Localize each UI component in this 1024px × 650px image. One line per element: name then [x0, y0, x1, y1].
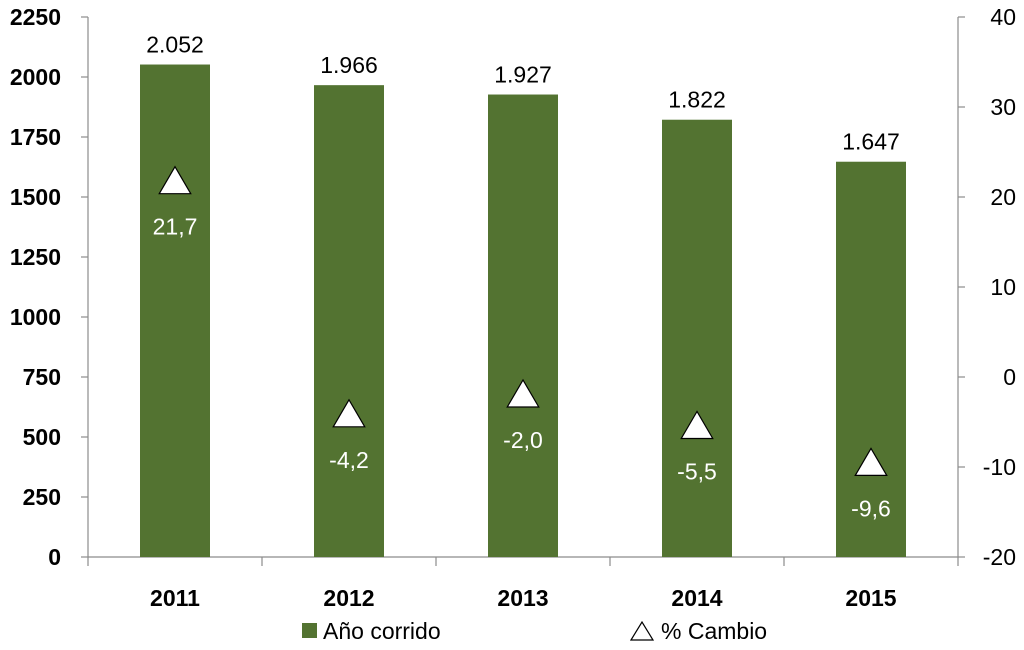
bar-2011 [140, 64, 210, 558]
change-marker-2012 [332, 398, 366, 428]
right-axis-tick-label: 30 [990, 94, 1016, 120]
right-axis-tick-label: 20 [990, 184, 1016, 210]
change-value-label: -2,0 [503, 427, 543, 453]
change-marker-2011 [158, 165, 192, 195]
change-marker-2015 [854, 447, 888, 476]
bar-value-label: 1.966 [320, 52, 378, 78]
legend-label-cambio: % Cambio [661, 618, 767, 644]
bar-value-label: 1.647 [842, 129, 900, 155]
x-axis-tick-label: 2015 [845, 585, 896, 611]
x-axis-tick-label: 2013 [497, 585, 548, 611]
bar-2013 [488, 94, 558, 558]
legend-label-ano-corrido: Año corrido [323, 618, 441, 644]
left-axis-tick-label: 1000 [10, 304, 61, 330]
change-value-label: -9,6 [851, 495, 891, 521]
change-marker-2014 [680, 410, 714, 440]
bar-2012 [314, 85, 384, 557]
right-axis-tick-label: 10 [990, 274, 1016, 300]
change-marker-2013 [506, 378, 540, 408]
right-axis-tick-label: 40 [990, 4, 1016, 30]
right-axis-tick-label: 0 [1003, 364, 1016, 390]
change-value-label: 21,7 [153, 214, 198, 240]
bars: 2.052 1.966 1.927 1.822 1.647 [140, 32, 906, 558]
left-axis-tick-label: 250 [23, 484, 61, 510]
bar-value-label: 1.927 [494, 62, 552, 88]
bar-value-label: 2.052 [146, 32, 204, 58]
right-axis-tick-label: -10 [983, 454, 1016, 480]
left-axis-tick-label: 2250 [10, 4, 61, 30]
markers: 21,7 -4,2 -2,0 -5,5 -9,6 [153, 165, 891, 521]
bar-2015 [836, 161, 906, 557]
left-axis-tick-label: 750 [23, 364, 61, 390]
x-axis-tick-label: 2012 [323, 585, 374, 611]
legend-swatch-ano-corrido [302, 623, 317, 638]
right-axis-tick-label: -20 [983, 544, 1016, 570]
x-axis-tick-label: 2014 [671, 585, 722, 611]
left-axis-tick-label: 1250 [10, 244, 61, 270]
left-axis-tick-label: 2000 [10, 64, 61, 90]
legend-triangle-icon [629, 620, 655, 641]
left-axis-tick-label: 0 [48, 544, 61, 570]
x-axis-tick-label: 2011 [150, 585, 200, 611]
left-axis-tick-label: 1750 [10, 124, 61, 150]
bar-value-label: 1.822 [668, 87, 726, 113]
left-axis-tick-label: 1500 [10, 184, 61, 210]
legend: Año corrido % Cambio [302, 618, 767, 644]
left-axis-tick-label: 500 [23, 424, 61, 450]
change-value-label: -5,5 [677, 459, 717, 485]
axes: 0 250 500 750 1000 1250 1500 1750 2000 2250 -20 -10… [10, 4, 1016, 611]
change-value-label: -4,2 [329, 447, 369, 473]
bar-2014 [662, 119, 732, 557]
